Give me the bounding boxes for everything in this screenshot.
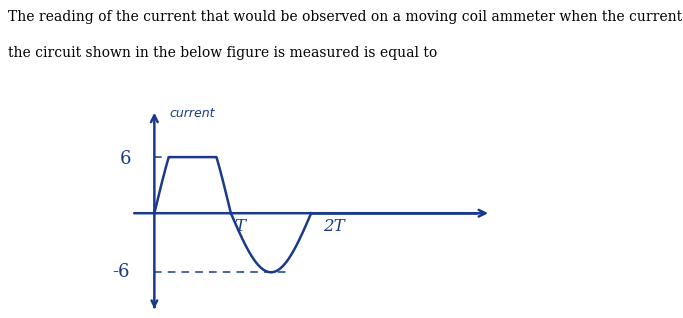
Text: 6: 6 [120, 150, 131, 168]
Text: -6: -6 [112, 263, 130, 281]
Text: the circuit shown in the below figure is measured is equal to: the circuit shown in the below figure is… [8, 46, 437, 60]
Text: current: current [169, 107, 215, 120]
Text: T: T [235, 218, 246, 235]
Text: The reading of the current that would be observed on a moving coil ammeter when : The reading of the current that would be… [8, 10, 683, 24]
Text: 2T: 2T [322, 218, 344, 235]
